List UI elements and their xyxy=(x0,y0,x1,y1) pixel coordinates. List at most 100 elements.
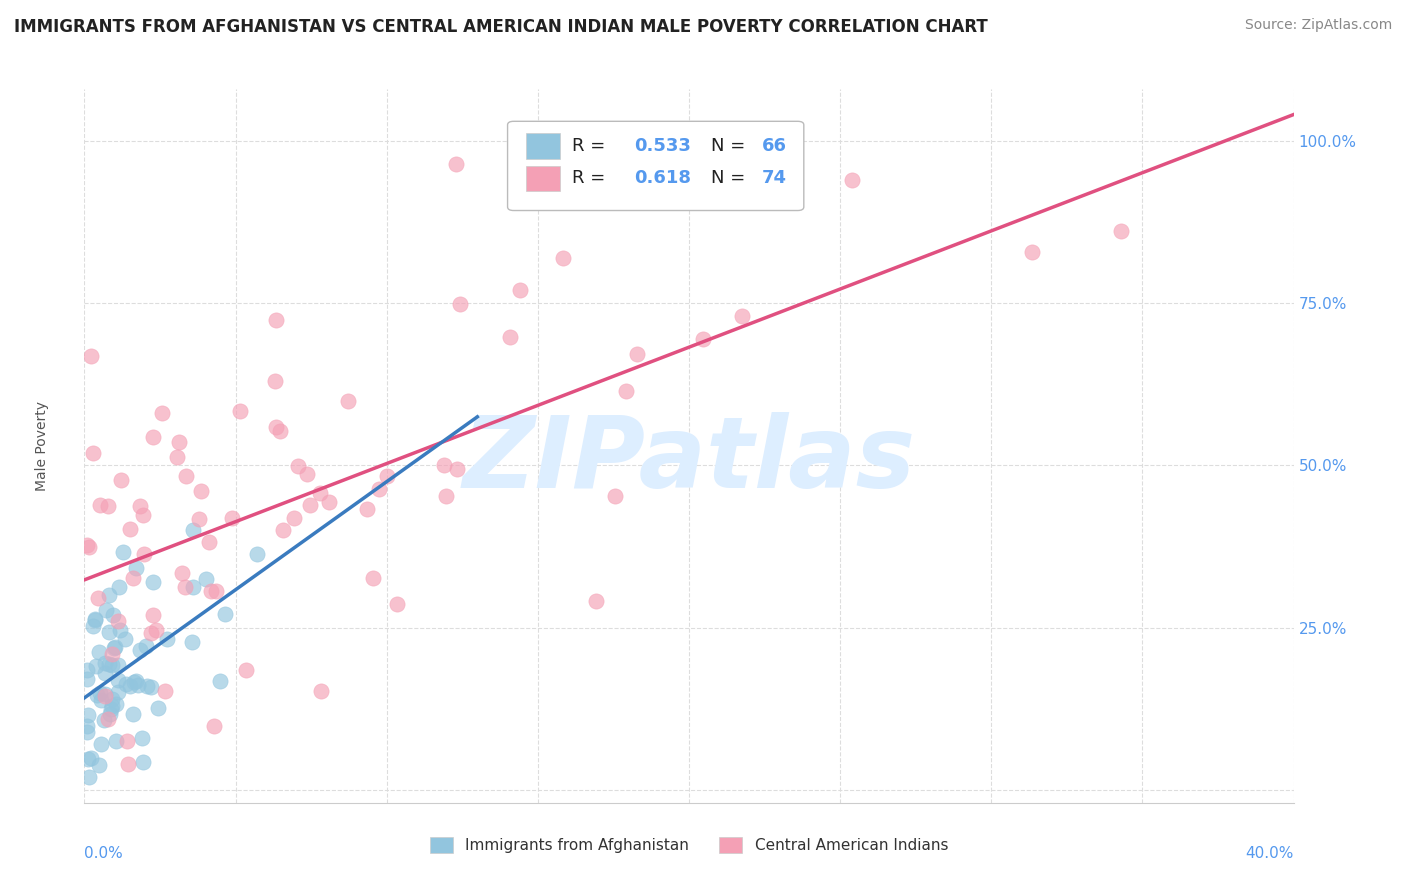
Point xyxy=(166,450,188,464)
Point xyxy=(229,403,252,417)
Point xyxy=(93,714,115,728)
Text: IMMIGRANTS FROM AFGHANISTAN VS CENTRAL AMERICAN INDIAN MALE POVERTY CORRELATION : IMMIGRANTS FROM AFGHANISTAN VS CENTRAL A… xyxy=(14,18,988,36)
Point xyxy=(183,524,205,538)
Point xyxy=(84,659,107,673)
Point xyxy=(90,737,112,751)
Point xyxy=(181,580,204,594)
Point xyxy=(731,309,754,323)
Point xyxy=(221,510,243,524)
Text: R =: R = xyxy=(572,137,610,155)
Point xyxy=(76,752,98,766)
Point xyxy=(82,446,104,460)
Text: R =: R = xyxy=(572,169,610,187)
Point xyxy=(118,679,141,693)
Point xyxy=(385,598,408,612)
Point xyxy=(132,508,155,522)
Point xyxy=(150,406,173,420)
Point xyxy=(110,474,132,488)
Point xyxy=(79,541,101,555)
Point xyxy=(87,758,110,772)
Point xyxy=(318,495,340,509)
Point xyxy=(97,500,120,514)
Point xyxy=(626,347,648,361)
Point xyxy=(115,677,138,691)
Point xyxy=(264,374,287,388)
Point xyxy=(202,719,225,733)
Point xyxy=(1021,244,1043,259)
Point xyxy=(103,641,125,656)
Point xyxy=(97,712,120,726)
Point xyxy=(135,639,157,653)
Point xyxy=(100,701,122,715)
Point xyxy=(101,607,124,622)
Point xyxy=(174,580,197,594)
Point xyxy=(170,566,193,580)
FancyBboxPatch shape xyxy=(526,166,560,191)
Point xyxy=(129,500,152,514)
Point xyxy=(142,608,165,623)
Point xyxy=(76,663,98,677)
Point xyxy=(176,469,198,483)
Point xyxy=(86,688,108,702)
Point xyxy=(104,640,127,655)
Point xyxy=(97,657,120,671)
Text: 74: 74 xyxy=(762,169,786,187)
Point xyxy=(180,635,202,649)
Point xyxy=(375,469,398,483)
Point xyxy=(246,547,269,561)
Point xyxy=(127,678,149,692)
Point xyxy=(295,467,318,482)
Point xyxy=(97,625,120,640)
Point xyxy=(145,623,167,637)
Point xyxy=(139,680,162,694)
Point xyxy=(129,642,152,657)
Point xyxy=(269,424,291,438)
Point xyxy=(209,674,232,689)
Point xyxy=(107,657,129,672)
Point xyxy=(499,330,522,344)
Point xyxy=(841,173,863,187)
Point xyxy=(124,674,146,689)
Point xyxy=(551,251,574,265)
FancyBboxPatch shape xyxy=(508,121,804,211)
Text: 0.533: 0.533 xyxy=(634,137,692,155)
Text: N =: N = xyxy=(710,169,751,187)
Point xyxy=(692,332,714,346)
Point xyxy=(118,522,141,536)
Point xyxy=(82,619,104,633)
Point xyxy=(87,591,110,605)
Point xyxy=(76,719,98,733)
Point xyxy=(356,501,378,516)
Point xyxy=(94,603,117,617)
Point xyxy=(141,625,163,640)
Point xyxy=(190,484,212,499)
Text: 0.0%: 0.0% xyxy=(84,846,124,861)
Point xyxy=(100,692,122,706)
Point xyxy=(80,350,103,364)
Point xyxy=(194,572,217,586)
Point xyxy=(107,685,129,699)
Point xyxy=(153,683,176,698)
Point xyxy=(108,580,131,594)
Point xyxy=(585,593,607,607)
Point xyxy=(605,489,627,503)
Legend: Immigrants from Afghanistan, Central American Indians: Immigrants from Afghanistan, Central Ame… xyxy=(423,831,955,859)
Point xyxy=(94,665,117,680)
Point xyxy=(198,535,221,549)
Point xyxy=(299,498,322,512)
Point xyxy=(76,724,98,739)
FancyBboxPatch shape xyxy=(526,134,560,159)
Point xyxy=(273,523,295,537)
Point xyxy=(90,693,112,707)
Point xyxy=(125,560,148,574)
Point xyxy=(89,686,111,700)
Point xyxy=(117,756,139,771)
Point xyxy=(363,571,385,585)
Point xyxy=(107,673,129,687)
Point xyxy=(111,545,134,559)
Point xyxy=(100,647,122,661)
Point xyxy=(134,547,156,561)
Point xyxy=(77,708,100,723)
Point xyxy=(107,614,129,628)
Point xyxy=(94,687,117,701)
